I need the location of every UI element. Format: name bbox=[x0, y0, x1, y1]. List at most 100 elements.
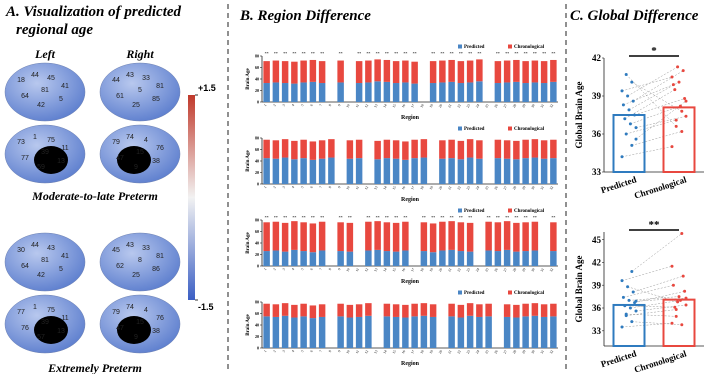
subject-point bbox=[680, 232, 684, 236]
x-tick-label: 17 bbox=[410, 267, 415, 272]
legend-label: Predicted bbox=[464, 127, 485, 132]
region-number: 5 bbox=[59, 96, 63, 103]
subject-point bbox=[630, 143, 634, 147]
subject-point bbox=[680, 323, 684, 327]
significance: ** bbox=[477, 51, 481, 56]
bar-segment bbox=[540, 316, 548, 348]
significance: ** bbox=[274, 215, 278, 220]
x-tick-label: 24 bbox=[475, 349, 480, 354]
bar-segment bbox=[550, 139, 557, 159]
pair-line bbox=[633, 70, 684, 102]
y-tick-label: 20 bbox=[255, 88, 259, 93]
bar-segment bbox=[466, 82, 474, 102]
bar-segment bbox=[466, 222, 474, 252]
x-tick-label: 25 bbox=[484, 103, 489, 108]
significance: ** bbox=[533, 51, 537, 56]
bar-segment bbox=[291, 83, 298, 102]
significance: ** bbox=[514, 51, 518, 56]
bar-segment bbox=[476, 59, 483, 82]
bar-segment bbox=[439, 82, 446, 102]
bar-segment bbox=[503, 82, 511, 102]
subject-point bbox=[626, 285, 630, 289]
significance: ** bbox=[283, 215, 287, 220]
region-number: 15 bbox=[136, 319, 144, 326]
bar-segment bbox=[346, 222, 354, 252]
bar-segment bbox=[429, 61, 437, 84]
bar-segment bbox=[337, 303, 344, 317]
significance: ** bbox=[292, 51, 296, 56]
significance: ** bbox=[431, 51, 435, 56]
significance: ** bbox=[366, 51, 370, 56]
bar-segment bbox=[420, 303, 428, 316]
x-tick-label: 6 bbox=[309, 349, 313, 353]
subject-point bbox=[630, 80, 634, 84]
region-number: 76 bbox=[21, 325, 29, 332]
bar-segment bbox=[522, 316, 529, 348]
significance: ** bbox=[394, 215, 398, 220]
subject-point bbox=[631, 99, 635, 103]
bar-segment bbox=[485, 316, 492, 348]
bar-segment bbox=[402, 82, 409, 102]
region-number: 33 bbox=[142, 245, 150, 252]
significance: ** bbox=[394, 51, 398, 56]
bar-segment bbox=[328, 139, 335, 158]
x-tick-label: 31 bbox=[540, 349, 545, 354]
bar-segment bbox=[291, 61, 298, 84]
subject-point bbox=[684, 303, 688, 307]
bar-segment bbox=[513, 59, 520, 82]
bar-segment bbox=[272, 158, 280, 184]
x-tick-label: 21 bbox=[447, 103, 452, 108]
subject-point bbox=[634, 309, 638, 313]
view-label: Left bbox=[34, 47, 56, 61]
bar-segment bbox=[272, 140, 280, 159]
pair-line bbox=[631, 131, 682, 146]
subject-point bbox=[620, 89, 624, 93]
x-tick-label: 25 bbox=[484, 349, 489, 354]
bar-segment bbox=[457, 251, 465, 266]
bar-segment bbox=[503, 60, 511, 83]
pair-line bbox=[621, 76, 673, 92]
brain-surface bbox=[99, 232, 181, 292]
bar-segment bbox=[383, 59, 391, 82]
x-tick-label: 31 bbox=[540, 103, 545, 108]
legend-swatch bbox=[508, 44, 512, 49]
y-tick-label: 39 bbox=[592, 280, 602, 290]
x-tick-label: 22 bbox=[457, 349, 462, 354]
x-tick-label: 3 bbox=[282, 103, 286, 107]
x-tick-label: 31 bbox=[540, 267, 545, 272]
y-tick-label: 0 bbox=[257, 181, 259, 186]
bar-segment bbox=[346, 140, 354, 159]
x-tick-label: 24 bbox=[475, 267, 480, 272]
x-axis-label: Region bbox=[401, 361, 420, 367]
bar-segment bbox=[466, 251, 474, 266]
x-tick-label: 17 bbox=[410, 185, 415, 190]
subject-point bbox=[683, 289, 687, 293]
bar-segment bbox=[411, 158, 418, 184]
subject-point bbox=[670, 321, 674, 325]
pair-line bbox=[630, 300, 681, 309]
x-tick-label: 1 bbox=[263, 349, 267, 353]
significance: ** bbox=[514, 215, 518, 220]
bar-segment bbox=[457, 61, 465, 84]
bar-segment bbox=[309, 252, 317, 266]
subject-point bbox=[620, 155, 624, 159]
subject-point bbox=[624, 312, 628, 316]
significance: ** bbox=[649, 219, 661, 231]
significance: ** bbox=[274, 51, 278, 56]
region-number: 45 bbox=[112, 247, 120, 254]
x-tick-label: 20 bbox=[438, 349, 443, 354]
x-tick-label: 30 bbox=[531, 349, 536, 354]
panel-title: B. Region Difference bbox=[239, 8, 371, 24]
bar-segment bbox=[309, 159, 317, 184]
bar-segment bbox=[420, 157, 428, 184]
y-tick-label: 36 bbox=[592, 303, 602, 313]
x-tick-label: 1 bbox=[263, 267, 267, 271]
bar-segment bbox=[485, 250, 492, 266]
pair-line bbox=[626, 119, 677, 135]
bar-segment bbox=[392, 222, 400, 252]
bar-segment bbox=[522, 251, 529, 266]
significance: ** bbox=[450, 51, 454, 56]
x-tick-label: 12 bbox=[364, 349, 369, 354]
x-tick-label: 30 bbox=[531, 267, 536, 272]
region-number: 39 bbox=[41, 149, 49, 156]
